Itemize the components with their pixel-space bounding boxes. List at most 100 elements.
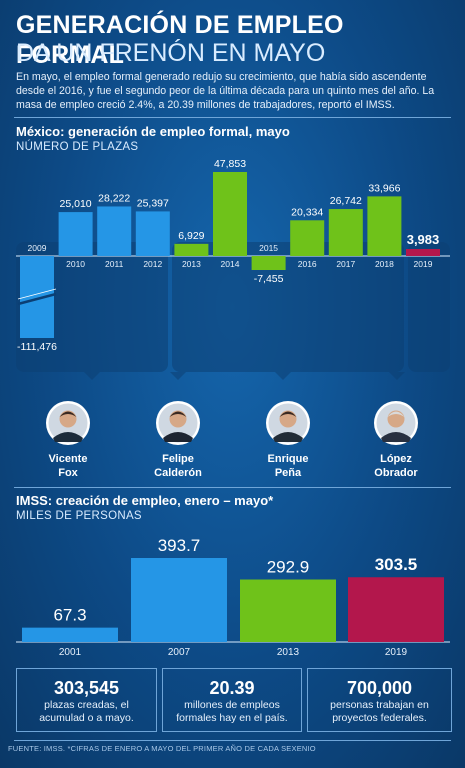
bar-2019 [348,577,444,642]
data-label: 25,010 [60,198,92,210]
year-label: 2011 [105,259,124,269]
era-pointer [170,372,186,380]
year-label: 2007 [168,647,191,658]
divider [14,117,451,118]
stat-label: millones de empleos formales hay en el p… [176,699,288,724]
bar-2014 [213,172,247,256]
data-label: 25,397 [137,197,169,209]
portrait-part [53,432,83,442]
stat-value: 20.39 [209,678,255,698]
data-label: 28,222 [98,192,130,204]
year-label: 2012 [143,259,162,269]
portrait-part [169,411,187,417]
president-last-name: Obrador [374,467,418,479]
headline-subtitle: DA UN FRENÓN EN MAYO [16,39,326,67]
data-label: 3,983 [407,232,440,247]
stat-box-empleos: 20.39 millones de empleos formales hay e… [162,668,302,732]
bar-2013 [174,243,209,256]
president-first-name: Felipe [162,453,194,465]
chart1-title: México: generación de empleo formal, may… [16,124,290,139]
bar-2013 [240,579,336,642]
president-last-name: Fox [58,467,78,479]
portrait-icon [266,401,310,445]
portrait-part [381,432,411,442]
data-label: 33,966 [368,182,400,194]
era-panel [408,242,450,372]
bar-2012 [135,211,170,256]
imss-bar-chart: 67.3 2001 393.7 2007 292.9 2013 303.5 2019 [16,536,450,658]
bar-2001 [22,627,118,642]
divider [14,740,451,741]
year-label: 2017 [336,259,355,269]
era-pointer [275,372,291,380]
year-label: 2009 [28,243,47,253]
data-label: 47,853 [214,158,246,170]
year-label: 2013 [182,259,201,269]
president-first-name: Enrique [267,453,309,465]
bar-2015 [251,256,286,270]
portrait-part [387,411,405,417]
era-pointer [84,372,100,380]
year-label: 2010 [66,259,85,269]
bar-2019 [406,249,440,256]
year-label: 2016 [298,259,317,269]
data-label: -111,476 [17,341,57,353]
data-label: 20,334 [291,206,323,218]
data-label: 303.5 [375,555,418,574]
stat-value: 303,545 [53,678,120,698]
data-label: 67.3 [53,606,86,625]
bar-2007 [131,558,227,642]
axis-break-mark [17,292,57,306]
data-label: 6,929 [178,230,204,242]
portrait-icon [46,401,90,445]
data-label: 393.7 [158,536,201,555]
portrait-icon [156,401,200,445]
president-first-name: Vicente [48,453,88,465]
portrait-part [163,432,193,442]
portrait-icon [374,401,418,445]
year-label: 2013 [277,647,300,658]
president-name-pena: Enrique Peña [243,452,333,480]
portrait-part [273,432,303,442]
president-last-name: Peña [274,467,302,479]
year-label: 2015 [259,243,278,253]
chart1-subtitle: NÚMERO DE PLAZAS [16,141,139,153]
portrait-part [59,411,77,417]
headline-title: GENERACIÓN DE EMPLEO FORMAL [16,11,344,69]
year-label: 2018 [375,259,394,269]
president-name-amlo: López Obrador [351,452,441,480]
era-pointer [389,372,405,380]
data-label: 26,742 [330,195,362,207]
employment-bar-chart: -111,476 2009 25,010 2010 28,222 2011 25,397 20… [16,158,450,380]
divider [14,487,451,488]
intro-paragraph: En mayo, el empleo formal generado reduj… [16,71,435,111]
era-panel [172,242,404,372]
data-label: -7,455 [254,273,284,285]
bar-2011 [97,206,132,256]
president-last-name: Calderón [154,467,202,479]
bar-2017 [328,209,363,256]
president-first-name: López [380,453,412,465]
year-label: 2019 [385,647,408,658]
bar-2016 [290,220,325,256]
stat-value: 700,000 [346,678,413,698]
portraits-row [46,401,418,445]
stat-box-proyectos: 700,000 personas trabajan en proyectos f… [307,668,452,732]
bar-2010 [58,212,93,256]
year-label: 2001 [59,647,82,658]
data-label: 292.9 [267,558,310,577]
president-name-fox: Vicente Fox [23,452,113,480]
source-note: FUENTE: IMSS. *CIFRAS DE ENERO A MAYO DE… [8,744,316,753]
stat-label: plazas creadas, el acumulad o a mayo. [39,699,134,724]
stat-box-plazas: 303,545 plazas creadas, el acumulad o a … [16,668,157,732]
axis-break-mark [17,288,57,300]
portrait-part [279,411,297,417]
year-label: 2014 [221,259,240,269]
president-name-calderon: Felipe Calderón [133,452,223,480]
stat-label: personas trabajan en proyectos federales… [330,699,429,724]
chart2-title: IMSS: creación de empleo, enero – mayo* [16,493,274,508]
bar-2018 [367,196,402,256]
year-label: 2019 [414,259,433,269]
chart2-subtitle: MILES DE PERSONAS [16,510,142,522]
